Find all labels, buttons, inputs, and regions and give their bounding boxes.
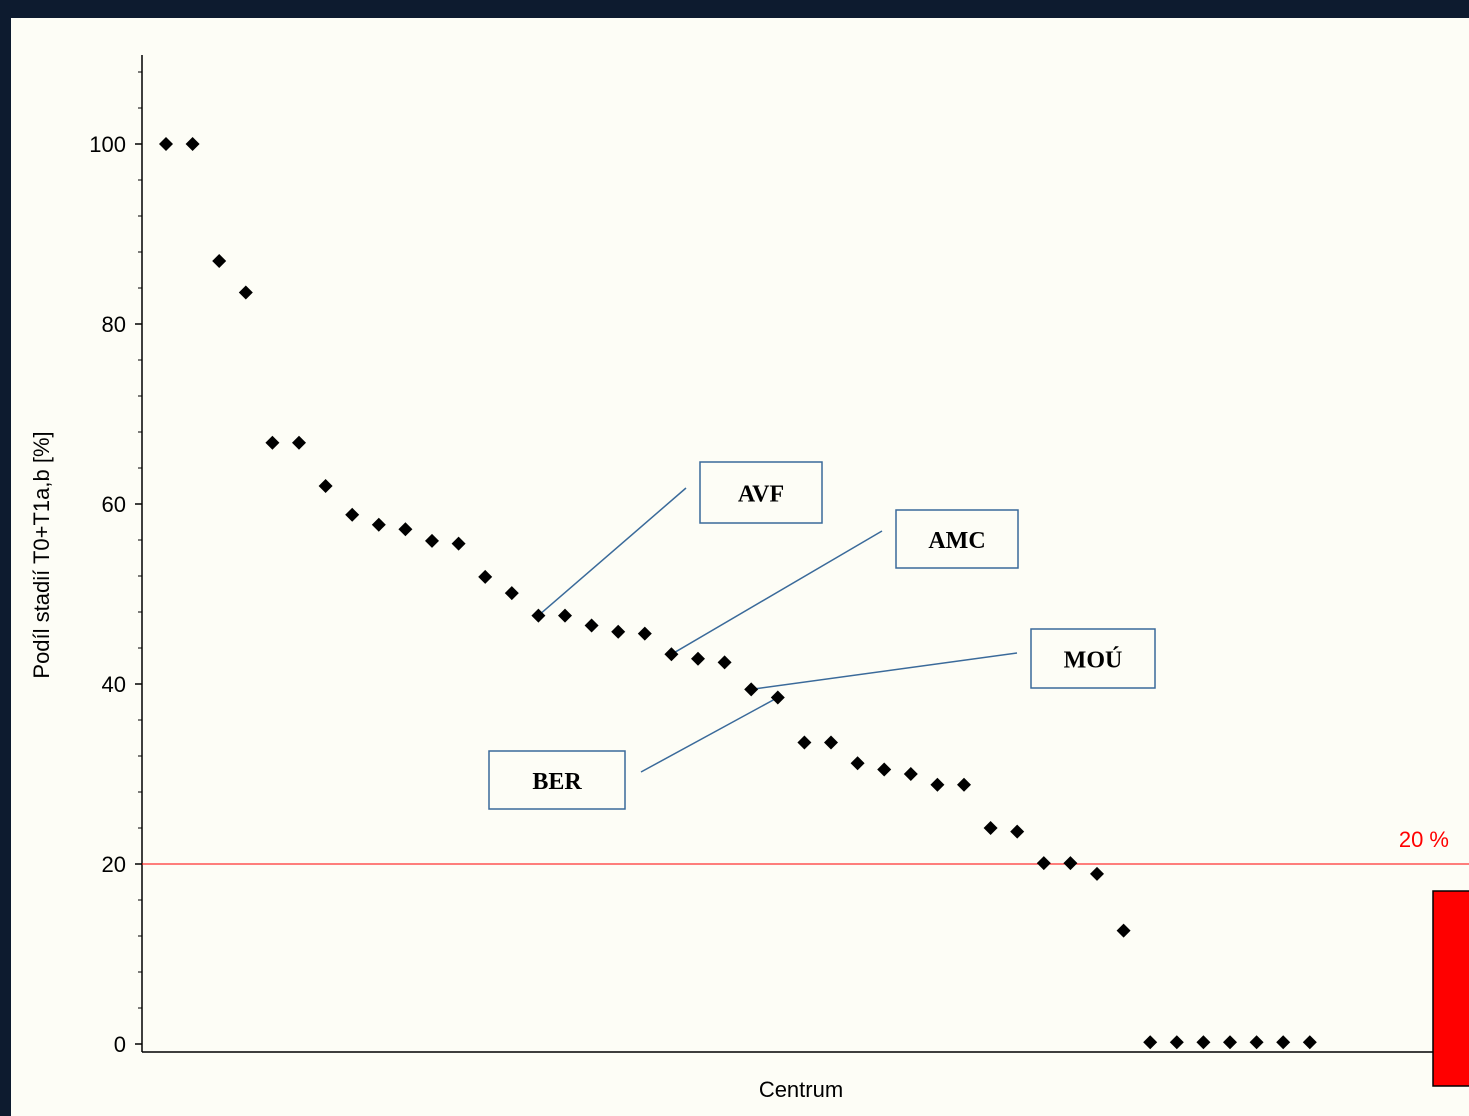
data-point (398, 522, 413, 537)
data-point (478, 569, 493, 584)
data-point (770, 690, 785, 705)
data-point (159, 137, 173, 151)
callout-leader-line (537, 487, 687, 617)
data-point (238, 285, 253, 300)
callout-leader-line (671, 530, 883, 655)
callout-label: AVF (738, 482, 784, 508)
data-point (451, 536, 466, 551)
axes-group (141, 55, 1469, 1053)
y-axis-title: Podíl stadií T0+T1a,b [%] (29, 431, 54, 678)
callout-label: AMC (928, 528, 985, 554)
data-point (1276, 1035, 1291, 1050)
data-point (930, 777, 945, 792)
data-point (504, 586, 519, 601)
data-point (957, 777, 971, 792)
callout-label: BER (532, 769, 582, 795)
data-point (1063, 856, 1078, 871)
y-tick-label: 100 (89, 132, 126, 157)
data-point (1116, 923, 1131, 938)
data-point (558, 608, 572, 623)
callout-box (1030, 628, 1156, 689)
data-point (1036, 856, 1051, 871)
data-point (1302, 1035, 1317, 1050)
data-point (1223, 1035, 1237, 1050)
callout-label: MOÚ (1064, 648, 1123, 674)
data-point (425, 533, 439, 548)
data-point (1010, 824, 1025, 839)
data-point (1143, 1035, 1158, 1050)
callout-box (895, 509, 1019, 569)
callouts-group: AVF AMC MOÚ BER (488, 461, 1156, 810)
data-point (265, 435, 280, 450)
reference-line-group: 20 % (142, 827, 1469, 865)
y-tick-label: 40 (102, 672, 126, 697)
data-point (637, 626, 652, 641)
data-point (1169, 1035, 1184, 1050)
data-point (318, 479, 333, 493)
callout-lines-group (537, 487, 1018, 773)
data-point (611, 624, 626, 639)
data-point (717, 655, 732, 670)
data-points-group (159, 137, 1317, 1050)
data-point (744, 682, 759, 697)
data-point (877, 762, 892, 777)
data-point (797, 735, 812, 750)
x-axis-title: Centrum (759, 1077, 843, 1102)
callout-leader-line (640, 696, 779, 773)
data-point (983, 821, 998, 835)
callout-box (699, 461, 823, 524)
callout-box (488, 750, 626, 810)
data-point (1249, 1035, 1264, 1050)
data-point (345, 507, 360, 522)
data-point (531, 608, 546, 623)
plot-card (11, 18, 1469, 1116)
data-point (584, 618, 599, 633)
y-tick-label: 80 (102, 312, 126, 337)
data-point (824, 735, 838, 750)
data-point (185, 137, 200, 151)
data-point (850, 756, 865, 771)
data-point (1196, 1035, 1211, 1050)
data-point (212, 254, 227, 268)
callout-leader-line (751, 652, 1018, 691)
red-block (1432, 890, 1469, 1087)
data-point (664, 647, 679, 662)
y-tick-label: 20 (102, 852, 126, 877)
data-point (691, 651, 705, 666)
y-ticks-group: 0 20 40 60 80 100 (89, 71, 142, 1057)
y-tick-label: 60 (102, 492, 126, 517)
data-point (292, 435, 306, 450)
y-tick-label: 0 (114, 1032, 126, 1057)
data-point (371, 517, 386, 532)
data-point (903, 767, 918, 781)
data-point (1090, 866, 1104, 881)
reference-line-label: 20 % (1399, 827, 1449, 852)
